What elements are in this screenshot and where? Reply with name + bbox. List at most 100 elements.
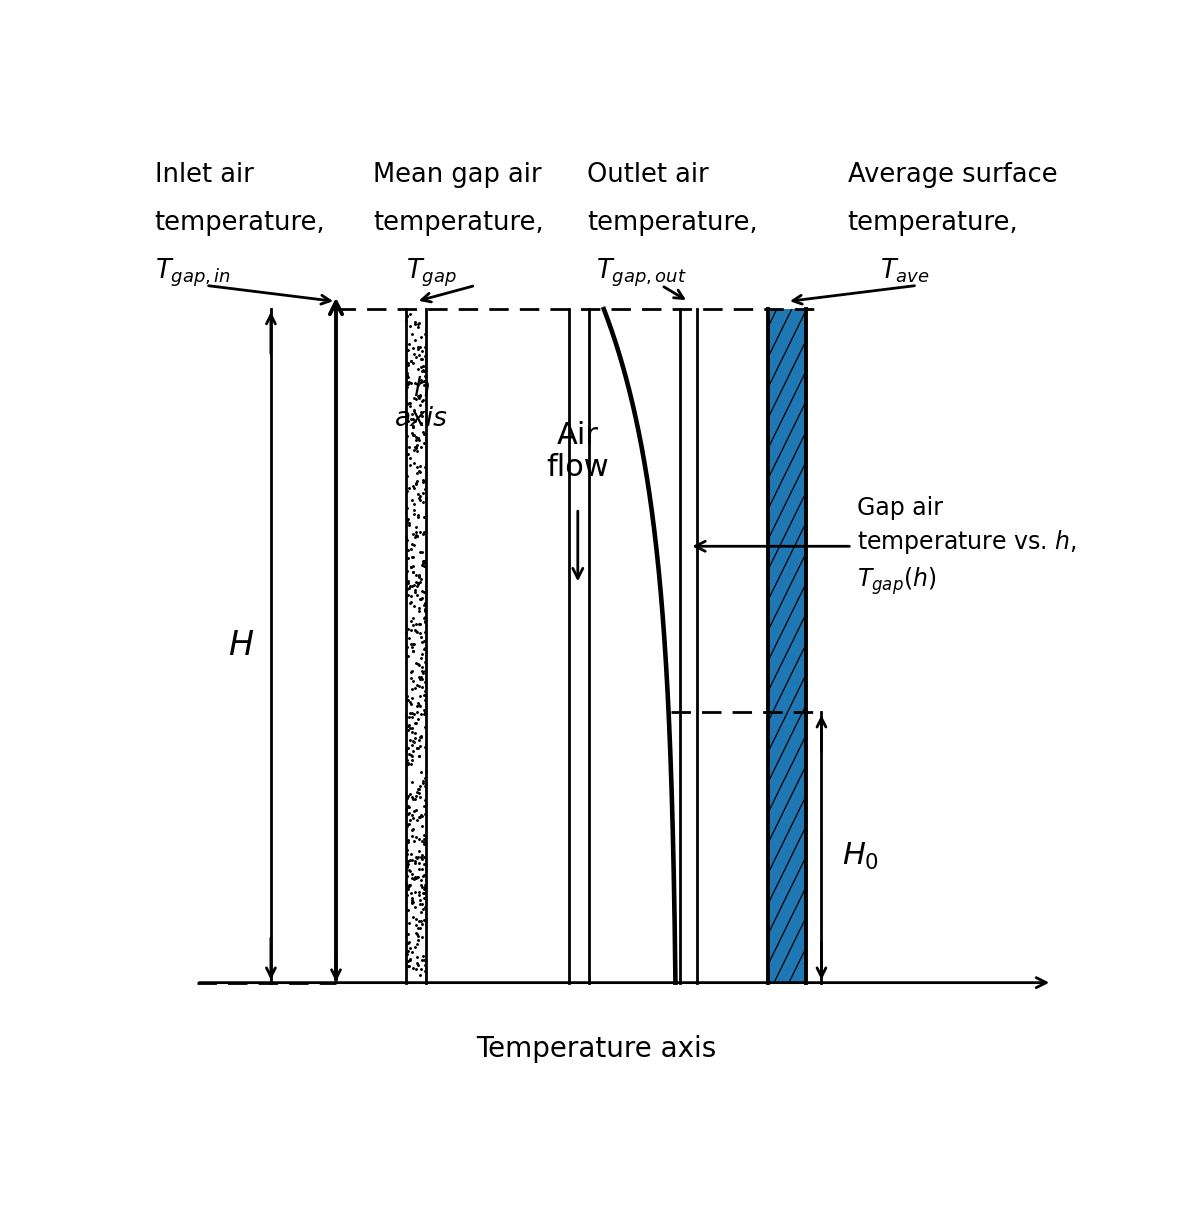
Point xyxy=(415,717,434,737)
Point xyxy=(409,731,428,750)
Point xyxy=(398,924,418,944)
Point xyxy=(412,668,431,687)
Point xyxy=(403,732,422,752)
Point xyxy=(412,657,431,676)
Point xyxy=(410,589,430,609)
Point xyxy=(398,786,418,806)
Point xyxy=(404,500,424,520)
Point xyxy=(403,819,422,839)
Point xyxy=(401,844,420,864)
Point xyxy=(408,574,427,594)
Point xyxy=(398,307,418,326)
Point xyxy=(410,890,430,909)
Point xyxy=(398,754,418,774)
Point xyxy=(403,547,422,567)
Point xyxy=(408,848,427,867)
Point xyxy=(398,877,418,897)
Point xyxy=(415,479,434,499)
Point xyxy=(412,349,431,368)
Point xyxy=(406,728,425,748)
Point xyxy=(412,848,431,867)
Point xyxy=(406,583,425,602)
Point xyxy=(404,801,424,821)
Point xyxy=(407,621,426,641)
Point xyxy=(410,437,430,457)
Point xyxy=(397,426,416,446)
Point xyxy=(414,663,433,683)
Point xyxy=(410,965,430,984)
Point xyxy=(398,690,418,710)
Point xyxy=(402,351,421,371)
Text: $T_{gap,in}$: $T_{gap,in}$ xyxy=(155,257,230,290)
Point xyxy=(413,830,432,850)
Point xyxy=(408,484,427,504)
Point xyxy=(416,877,436,897)
Point xyxy=(406,897,425,917)
Point xyxy=(398,797,418,817)
Point xyxy=(415,776,434,796)
Point xyxy=(413,850,432,870)
Point xyxy=(398,352,418,372)
Point xyxy=(402,754,421,774)
Point xyxy=(410,462,430,482)
Text: $h$
axis: $h$ axis xyxy=(395,376,448,432)
Point xyxy=(409,345,428,365)
Point xyxy=(407,565,426,585)
Point xyxy=(409,388,428,408)
Point xyxy=(408,441,427,461)
Text: Average surface: Average surface xyxy=(847,163,1057,188)
Point xyxy=(404,575,424,595)
Point xyxy=(403,740,422,760)
Point xyxy=(413,660,432,680)
Point xyxy=(408,526,427,546)
Point xyxy=(415,356,434,376)
Point xyxy=(409,313,428,333)
Point xyxy=(403,409,422,429)
Point xyxy=(404,870,424,890)
Point xyxy=(409,918,428,938)
Point xyxy=(404,418,424,437)
Point xyxy=(408,654,427,674)
Point xyxy=(403,745,422,765)
Point xyxy=(403,641,422,660)
Point xyxy=(401,861,420,881)
Point xyxy=(402,637,421,657)
Point xyxy=(413,845,432,865)
Point xyxy=(400,437,419,457)
Point xyxy=(414,848,433,867)
Point xyxy=(397,561,416,580)
Point xyxy=(415,790,434,809)
Point xyxy=(409,747,428,766)
Point xyxy=(414,432,433,452)
Point xyxy=(397,857,416,877)
Point xyxy=(398,721,418,740)
Point xyxy=(414,472,433,492)
Point xyxy=(415,897,434,917)
Point xyxy=(410,386,430,405)
Point xyxy=(402,490,421,510)
Point xyxy=(397,482,416,501)
Point xyxy=(409,882,428,902)
Point xyxy=(414,888,433,908)
Point xyxy=(415,338,434,357)
Point xyxy=(401,393,420,413)
Point xyxy=(409,780,428,800)
Point xyxy=(408,428,427,447)
Point xyxy=(416,600,436,620)
Point xyxy=(400,876,419,896)
Point xyxy=(397,637,416,657)
Point xyxy=(410,395,430,415)
Point xyxy=(414,356,433,376)
Point xyxy=(406,679,425,699)
Point xyxy=(404,344,424,363)
Point xyxy=(397,377,416,397)
Point xyxy=(415,660,434,680)
Point xyxy=(413,483,432,503)
Point xyxy=(400,850,419,870)
Point xyxy=(398,573,418,593)
Point xyxy=(415,622,434,642)
Point xyxy=(404,416,424,436)
Point xyxy=(415,652,434,671)
Point xyxy=(408,924,427,944)
Text: temperature,: temperature, xyxy=(847,209,1018,235)
